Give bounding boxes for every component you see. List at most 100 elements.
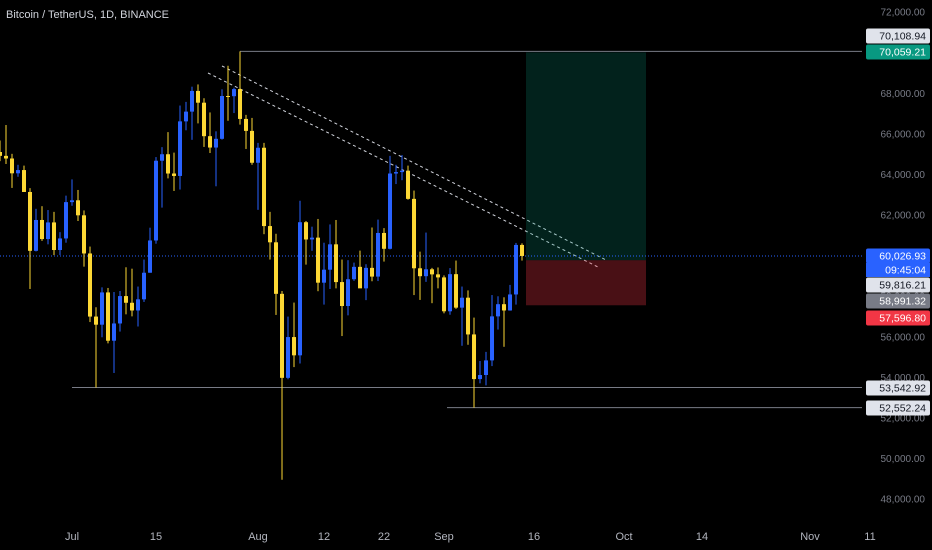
candle-body (280, 293, 285, 378)
candle-body (88, 253, 93, 317)
candle-body (484, 360, 489, 376)
candle-body (268, 226, 273, 243)
candle-body (352, 266, 357, 280)
candle-body (436, 274, 441, 278)
candle-body (448, 274, 453, 312)
candle-body (322, 269, 327, 283)
candle-body (328, 244, 333, 270)
y-tick-label: 54,000.00 (881, 373, 926, 384)
candle-body (412, 198, 417, 269)
y-tick-label: 66,000.00 (881, 129, 926, 140)
x-tick-label: Sep (434, 531, 454, 543)
candle-body (220, 95, 225, 139)
countdown-box (866, 263, 930, 277)
candle-body (70, 200, 75, 203)
candle-body (274, 242, 279, 294)
x-tick-label: 22 (378, 531, 390, 543)
candle-body (100, 292, 105, 325)
y-tick-label: 56,000.00 (881, 332, 926, 343)
candle-body (130, 302, 135, 311)
candle-body (0, 152, 2, 156)
price-label-box (866, 28, 930, 44)
x-tick-label: 11 (864, 531, 875, 543)
price-label: 70,108.94 (879, 30, 926, 42)
candle-body (490, 316, 495, 361)
candle-body (118, 296, 123, 324)
chart-title: Bitcoin / TetherUS, 1D, BINANCE (6, 9, 169, 21)
y-tick-label: 68,000.00 (881, 89, 926, 100)
candle-body (106, 292, 111, 341)
candle-body (184, 111, 189, 122)
loss-zone (526, 260, 646, 306)
y-tick-label: 64,000.00 (881, 170, 926, 181)
profit-zone (526, 52, 646, 261)
candle-body (160, 154, 165, 161)
candle-body (34, 219, 39, 251)
candle-body (82, 215, 87, 254)
candle-body (64, 202, 69, 239)
price-label: 58,991.32 (879, 295, 926, 307)
candle-body (304, 222, 309, 240)
candle-body (286, 337, 291, 378)
candle-body (256, 147, 261, 163)
candle-body (154, 160, 159, 241)
candle-body (370, 267, 375, 277)
candle-body (430, 269, 435, 275)
candle-body (178, 121, 183, 176)
candle-body (460, 297, 465, 308)
candle-body (382, 232, 387, 249)
candle-body (478, 375, 483, 380)
candle-body (466, 297, 471, 335)
countdown: 09:45:04 (885, 264, 926, 276)
candle-body (394, 172, 399, 174)
price-label-box (866, 44, 930, 60)
price-label: 57,596.80 (879, 312, 926, 324)
candle-body (364, 267, 369, 289)
candle-body (94, 316, 99, 325)
x-tick-label: 12 (318, 531, 330, 543)
candle-body (298, 222, 303, 356)
candle-body (310, 237, 315, 240)
price-label-box (866, 310, 930, 326)
x-tick-label: 15 (150, 531, 162, 543)
price-label: 60,026.93 (879, 250, 926, 262)
candle-body (292, 337, 297, 356)
candle-body (76, 200, 81, 216)
candle-body (196, 90, 201, 103)
candle-body (10, 158, 15, 174)
candle-body (22, 170, 27, 192)
candle-body (508, 294, 513, 311)
candle-body (250, 130, 255, 163)
y-tick-label: 48,000.00 (881, 495, 926, 506)
x-tick-label: 16 (528, 531, 540, 543)
x-tick-label: Oct (615, 531, 632, 543)
price-label: 70,059.21 (879, 46, 926, 58)
candle-body (418, 268, 423, 277)
candle-body (4, 155, 9, 159)
candle-body (514, 244, 519, 295)
candle-body (136, 299, 141, 311)
x-tick-label: Aug (248, 531, 268, 543)
candle-body (112, 323, 117, 341)
candle-body (472, 334, 477, 380)
y-tick-label: 62,000.00 (881, 211, 926, 222)
candle-body (340, 282, 345, 307)
price-label-box (866, 380, 930, 396)
x-tick-label: 14 (696, 531, 708, 543)
candle-body (190, 90, 195, 112)
y-tick-label: 52,000.00 (881, 413, 926, 424)
price-label: 52,552.24 (879, 402, 926, 414)
candle-body (376, 232, 381, 277)
candle-body (388, 173, 393, 249)
candle-body (52, 222, 57, 251)
price-label-box (866, 400, 930, 416)
candle-body (166, 154, 171, 174)
candle-body (148, 240, 153, 273)
candle-body (334, 244, 339, 283)
price-label-box (866, 277, 930, 293)
x-tick-label: Nov (800, 531, 820, 543)
candle-body (496, 304, 501, 317)
price-label-box (866, 293, 930, 309)
